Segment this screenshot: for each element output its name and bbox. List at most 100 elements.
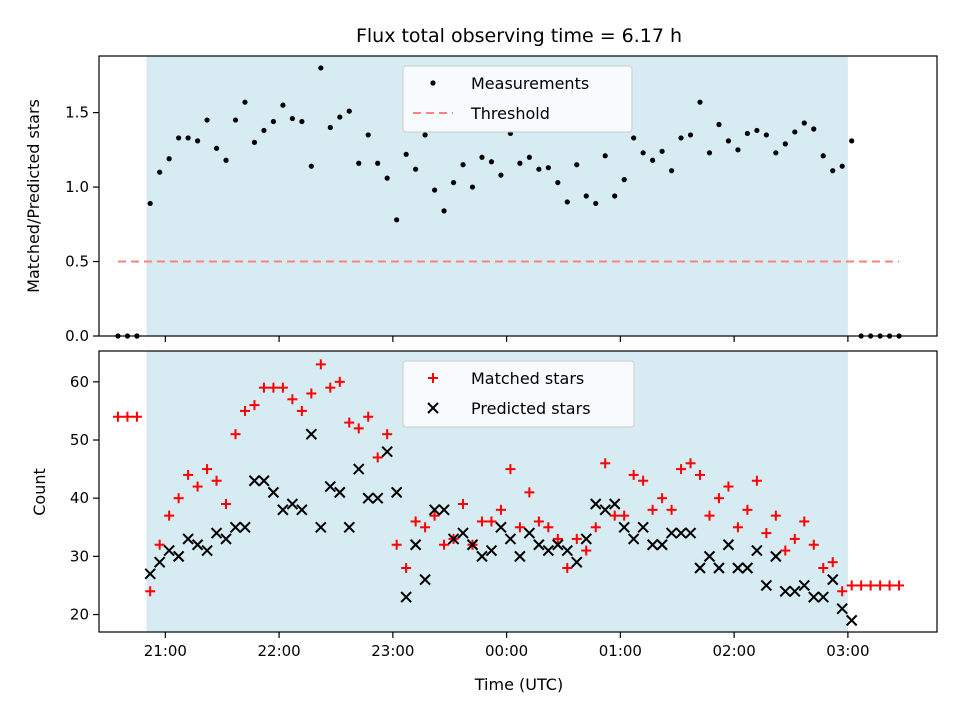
matched-star-point [581,545,592,556]
measurement-point [204,117,210,123]
measurement-point [735,147,741,153]
predicted-star-point [817,591,829,603]
predicted-star-point [163,544,175,557]
predicted-star-point [514,550,526,563]
matched-star-point [666,504,677,515]
measurement-point [441,208,447,214]
measurement-point [251,139,258,145]
measurement-point [394,217,400,223]
measurement-point [725,138,732,144]
matched-star-point [884,580,895,591]
matched-star-point [334,376,345,387]
matched-star-point [202,464,213,475]
measurement-point [640,150,646,156]
measurement-point [697,99,703,105]
matched-star-point [287,394,298,405]
measurement-point [403,151,409,157]
measurement-point [280,102,286,108]
measurement-point [431,187,438,193]
matched-star-point [676,464,687,475]
y-tick-label: 30 [70,547,89,565]
legend-marker [428,373,438,383]
predicted-star-point [305,428,318,440]
bottom-y-axis-label: Count [30,468,49,516]
y-tick-label: 1.0 [65,178,89,196]
measurement-point [659,148,665,154]
matched-star-point [420,522,431,533]
matched-star-point [192,481,203,492]
predicted-star-point [229,521,242,533]
x-tick-label: 02:00 [713,642,756,660]
predicted-star-point [286,498,299,510]
y-tick-label: 0.0 [65,327,89,345]
measurement-point [422,132,428,138]
predicted-star-point [248,475,261,487]
matched-star-point [647,504,658,515]
predicted-star-point [779,585,792,597]
measurement-point [147,200,153,207]
predicted-star-point [495,521,507,533]
measurement-point [830,168,836,174]
predicted-star-point [466,539,479,551]
matched-star-point [325,382,336,393]
matched-star-point [505,464,516,475]
measurement-point [782,141,788,147]
matched-star-point [590,522,601,533]
measurement-point [716,121,722,128]
matched-star-point [789,533,800,544]
measurement-point [773,150,779,156]
matched-star-point [296,405,307,416]
measurement-point [337,114,343,120]
measurement-point [346,108,352,114]
measurement-point [602,153,608,159]
matched-star-point [628,469,639,480]
matched-star-point [533,516,544,527]
matched-star-point [268,382,279,393]
legend-box [402,360,635,428]
measurement-point [612,193,618,199]
y-tick-label: 20 [70,606,89,624]
measurement-point [176,135,182,141]
matched-star-point [239,405,250,416]
predicted-star-point [419,573,431,586]
matched-star-point [391,539,402,550]
predicted-star-point [504,533,517,545]
matched-star-point [552,533,563,544]
matched-star-point [827,557,838,568]
predicted-star-point [334,486,346,499]
matched-star-point [401,563,412,574]
predicted-star-point [798,579,810,592]
predicted-star-point [533,539,545,551]
matched-star-point [410,516,421,527]
matched-star-point [619,510,630,521]
measurement-point [650,157,656,163]
plot-frame [98,55,938,337]
matched-star-point [723,481,734,492]
measurement-point [792,129,798,135]
predicted-star-point [353,463,365,475]
legend-label: Matched stars [471,369,584,388]
matched-star-point [524,487,535,498]
y-tick-label: 50 [70,431,89,449]
predicted-star-point [371,492,384,504]
matched-star-point [638,475,649,486]
predicted-star-point [561,544,574,557]
x-tick-label: 22:00 [257,642,300,660]
predicted-star-point [789,585,801,597]
measurement-point [479,154,485,160]
predicted-star-point [684,527,697,539]
legend-label: Threshold [470,104,550,123]
predicted-star-point [267,486,280,499]
measurement-point [574,162,580,168]
predicted-star-point [182,533,194,545]
matched-star-point [476,516,487,527]
matched-star-point [562,563,573,574]
predicted-star-point [845,614,858,627]
measurement-point [413,166,419,172]
predicted-star-point [760,579,773,592]
matched-star-point [258,382,269,393]
measurement-point [564,199,570,205]
matched-star-point [112,411,123,422]
legend-marker [430,80,436,86]
matched-star-point [439,539,450,550]
